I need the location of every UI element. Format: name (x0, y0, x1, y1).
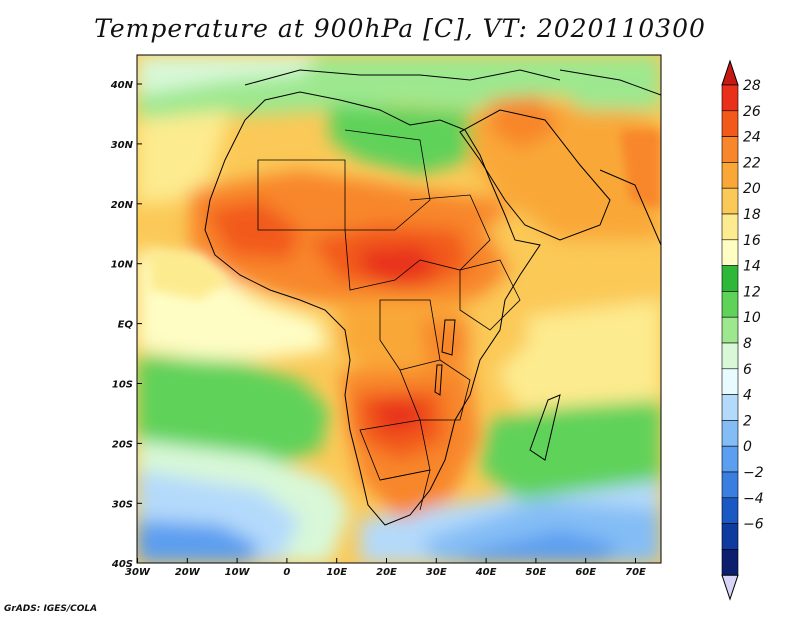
lat-label: 40S (111, 559, 133, 570)
lon-label: 10W (225, 567, 251, 578)
lat-label: 30S (112, 499, 133, 510)
grads-credit: GrADS: IGES/COLA (4, 604, 98, 614)
colorbar-swatch (721, 110, 739, 137)
colorbar-swatch (721, 471, 739, 499)
colorbar-label: −6 (743, 517, 764, 533)
lat-label: 10S (112, 380, 133, 391)
colorbar-label: 10 (743, 310, 761, 326)
colorbar-swatch (721, 497, 739, 524)
colorbar-label: 2 (743, 413, 752, 429)
colorbar-label: −4 (743, 491, 764, 507)
colorbar-swatch (721, 291, 739, 318)
colorbar-swatch (721, 342, 739, 370)
map-title: Temperature at 900hPa [C], VT: 202011030… (94, 14, 706, 43)
colorbar-label: −2 (743, 465, 764, 481)
colorbar-label: 20 (743, 181, 761, 197)
colorbar-swatch (721, 213, 739, 241)
temperature-field (137, 55, 661, 563)
lon-label: 40E (475, 567, 497, 578)
colorbar-label: 14 (743, 259, 761, 275)
colorbar-bottom-arrow (721, 574, 739, 601)
lat-label: 40N (110, 80, 134, 91)
colorbar-swatch (721, 549, 739, 576)
lon-label: 50E (526, 567, 547, 578)
colorbar-label: 6 (743, 362, 752, 378)
colorbar-label: 26 (743, 104, 761, 120)
lon-label: 70E (625, 567, 646, 578)
colorbar-swatch (721, 445, 739, 473)
plot-frame (136, 54, 662, 564)
lon-label: 20E (376, 567, 397, 578)
colorbar-swatch (721, 162, 739, 189)
lon-label: 10E (326, 567, 347, 578)
colorbar-label: 16 (743, 233, 761, 249)
lon-label: 30E (426, 567, 447, 578)
colorbar-label: 12 (743, 284, 761, 300)
colorbar-swatch (721, 420, 739, 447)
colorbar-swatch (721, 136, 739, 163)
colorbar-label: 28 (743, 78, 761, 94)
colorbar-swatch (721, 368, 739, 395)
lat-label: 20S (112, 439, 133, 450)
lon-label: 30W (125, 567, 151, 578)
axes: 30W 20W 10W 0 10E 20E 30E 40E 50E 60E 70E 40N 30N 20N… (110, 80, 646, 578)
colorbar-label: 18 (743, 207, 761, 223)
colorbar-label: 4 (743, 388, 752, 404)
coastlines (204, 69, 661, 526)
colorbar-swatch (721, 316, 739, 344)
colorbar-label: 8 (743, 336, 752, 352)
lat-label: EQ (118, 320, 134, 331)
colorbar-top-arrow (721, 59, 739, 86)
colorbar-swatch (721, 394, 739, 421)
colorbar-swatch (721, 523, 739, 550)
colorbar-label: 22 (743, 155, 761, 171)
colorbar-label: 0 (743, 439, 752, 455)
lat-label: 10N (111, 260, 134, 271)
colorbar-swatch (721, 265, 739, 292)
colorbar-label: 24 (743, 130, 761, 146)
lon-label: 20W (175, 567, 201, 578)
lon-label: 0 (283, 567, 290, 578)
colorbar-swatch (721, 239, 739, 266)
colorbar-swatch (721, 84, 739, 112)
lat-label: 30N (111, 140, 134, 151)
lon-label: 60E (575, 567, 596, 578)
lat-label: 20N (111, 200, 134, 211)
colorbar-swatch (721, 187, 739, 215)
